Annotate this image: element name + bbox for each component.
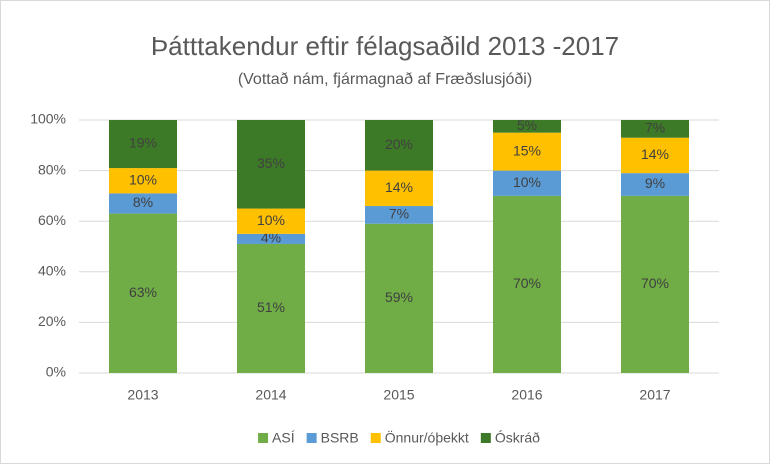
bar-segment <box>493 195 561 373</box>
data-label: 35% <box>257 155 285 171</box>
legend-swatch <box>258 433 269 443</box>
data-label: 10% <box>513 174 541 190</box>
data-label: 14% <box>385 179 413 195</box>
legend-swatch <box>370 433 381 443</box>
bar-segment <box>493 120 561 133</box>
bar-segment <box>237 233 305 244</box>
chart-subtitle: (Vottað nám, fjármagnað af Fræðslusjóði) <box>238 71 532 88</box>
data-label: 70% <box>641 275 669 291</box>
legend-swatch <box>306 433 317 443</box>
bar-segment <box>365 170 433 207</box>
data-label: 14% <box>641 146 669 162</box>
x-tick-label: 2014 <box>255 387 286 403</box>
bar-segment <box>493 170 561 196</box>
legend-label: ASÍ <box>272 430 295 446</box>
bar-segment <box>621 137 689 174</box>
data-label: 7% <box>645 120 665 136</box>
bar-segment <box>621 173 689 196</box>
y-tick-label: 60% <box>38 212 66 228</box>
y-tick-label: 40% <box>38 263 66 279</box>
data-label: 70% <box>513 275 541 291</box>
y-tick-label: 0% <box>46 364 66 380</box>
data-label: 19% <box>129 135 157 151</box>
data-label: 7% <box>389 206 409 222</box>
data-label: 20% <box>385 136 413 152</box>
bar-segment <box>237 120 305 209</box>
data-label: 59% <box>385 289 413 305</box>
legend-label: Önnur/óþekkt <box>385 429 469 446</box>
data-label: 5% <box>517 117 537 133</box>
chart-title: Þátttakendur eftir félagsaðild 2013 -201… <box>151 31 619 61</box>
bar-segment <box>109 120 177 169</box>
bar-segment <box>109 193 177 214</box>
bar-segment <box>621 195 689 373</box>
bar-segment <box>237 243 305 373</box>
data-label: 9% <box>645 175 665 191</box>
data-label: 15% <box>513 142 541 158</box>
x-tick-label: 2015 <box>383 387 414 403</box>
bar-segment <box>365 120 433 171</box>
bar-segment <box>237 208 305 234</box>
data-label: 10% <box>257 212 285 228</box>
y-tick-label: 20% <box>38 313 66 329</box>
data-label: 10% <box>129 171 157 187</box>
legend-label: Óskráð <box>495 430 540 446</box>
data-label: 8% <box>133 194 153 210</box>
bar-segment <box>365 223 433 373</box>
data-label: 51% <box>257 299 285 315</box>
y-tick-label: 80% <box>38 161 66 177</box>
x-tick-label: 2017 <box>639 387 670 403</box>
data-label: 63% <box>129 284 157 300</box>
bar-segment <box>109 213 177 373</box>
legend-swatch <box>480 433 491 443</box>
bar-segment <box>109 168 177 194</box>
bar-segment <box>493 132 561 171</box>
x-tick-label: 2013 <box>127 387 158 403</box>
y-tick-label: 100% <box>30 111 66 127</box>
bar-segment <box>621 120 689 138</box>
bar-segment <box>365 206 433 224</box>
legend-label: BSRB <box>321 430 359 446</box>
x-tick-label: 2016 <box>511 387 542 403</box>
